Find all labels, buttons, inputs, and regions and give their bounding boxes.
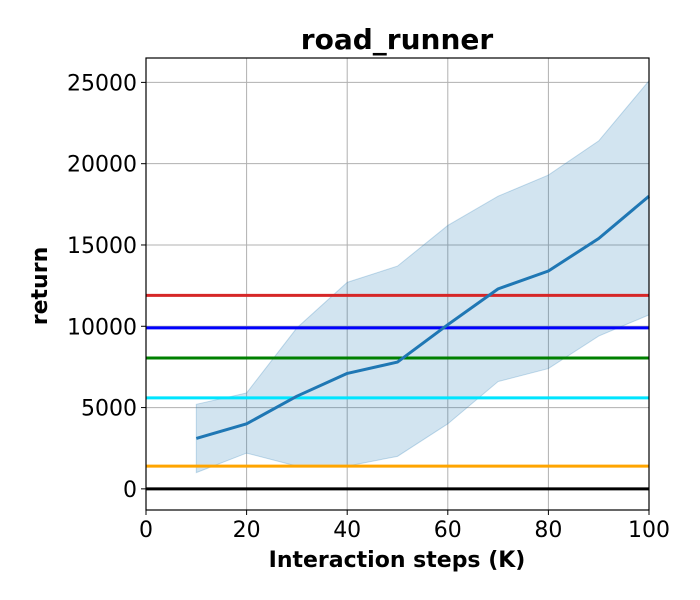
x-tick-label: 20 (233, 518, 261, 543)
x-axis-title: Interaction steps (K) (269, 548, 526, 573)
x-axis-ticks: 0 20 40 60 80 100 (139, 510, 670, 543)
y-tick-label: 0 (123, 478, 137, 503)
y-tick-label: 25000 (67, 71, 137, 96)
series-line (195, 195, 650, 440)
x-tick-label: 100 (628, 518, 670, 543)
x-tick-label: 80 (534, 518, 562, 543)
reference-lines (146, 293, 649, 491)
x-tick-label: 40 (333, 518, 361, 543)
chart-title: road_runner (301, 23, 494, 56)
y-tick-label: 15000 (67, 234, 137, 259)
x-tick-label: 0 (139, 518, 153, 543)
y-axis-ticks: 0 5000 10000 15000 20000 25000 (67, 71, 146, 503)
plot-frame (145, 57, 650, 511)
y-tick-label: 5000 (81, 397, 137, 422)
y-axis-title: return (28, 247, 53, 325)
y-tick-label: 10000 (67, 315, 137, 340)
x-tick-label: 60 (434, 518, 462, 543)
series-layer (195, 195, 650, 440)
y-tick-label: 20000 (67, 153, 137, 178)
